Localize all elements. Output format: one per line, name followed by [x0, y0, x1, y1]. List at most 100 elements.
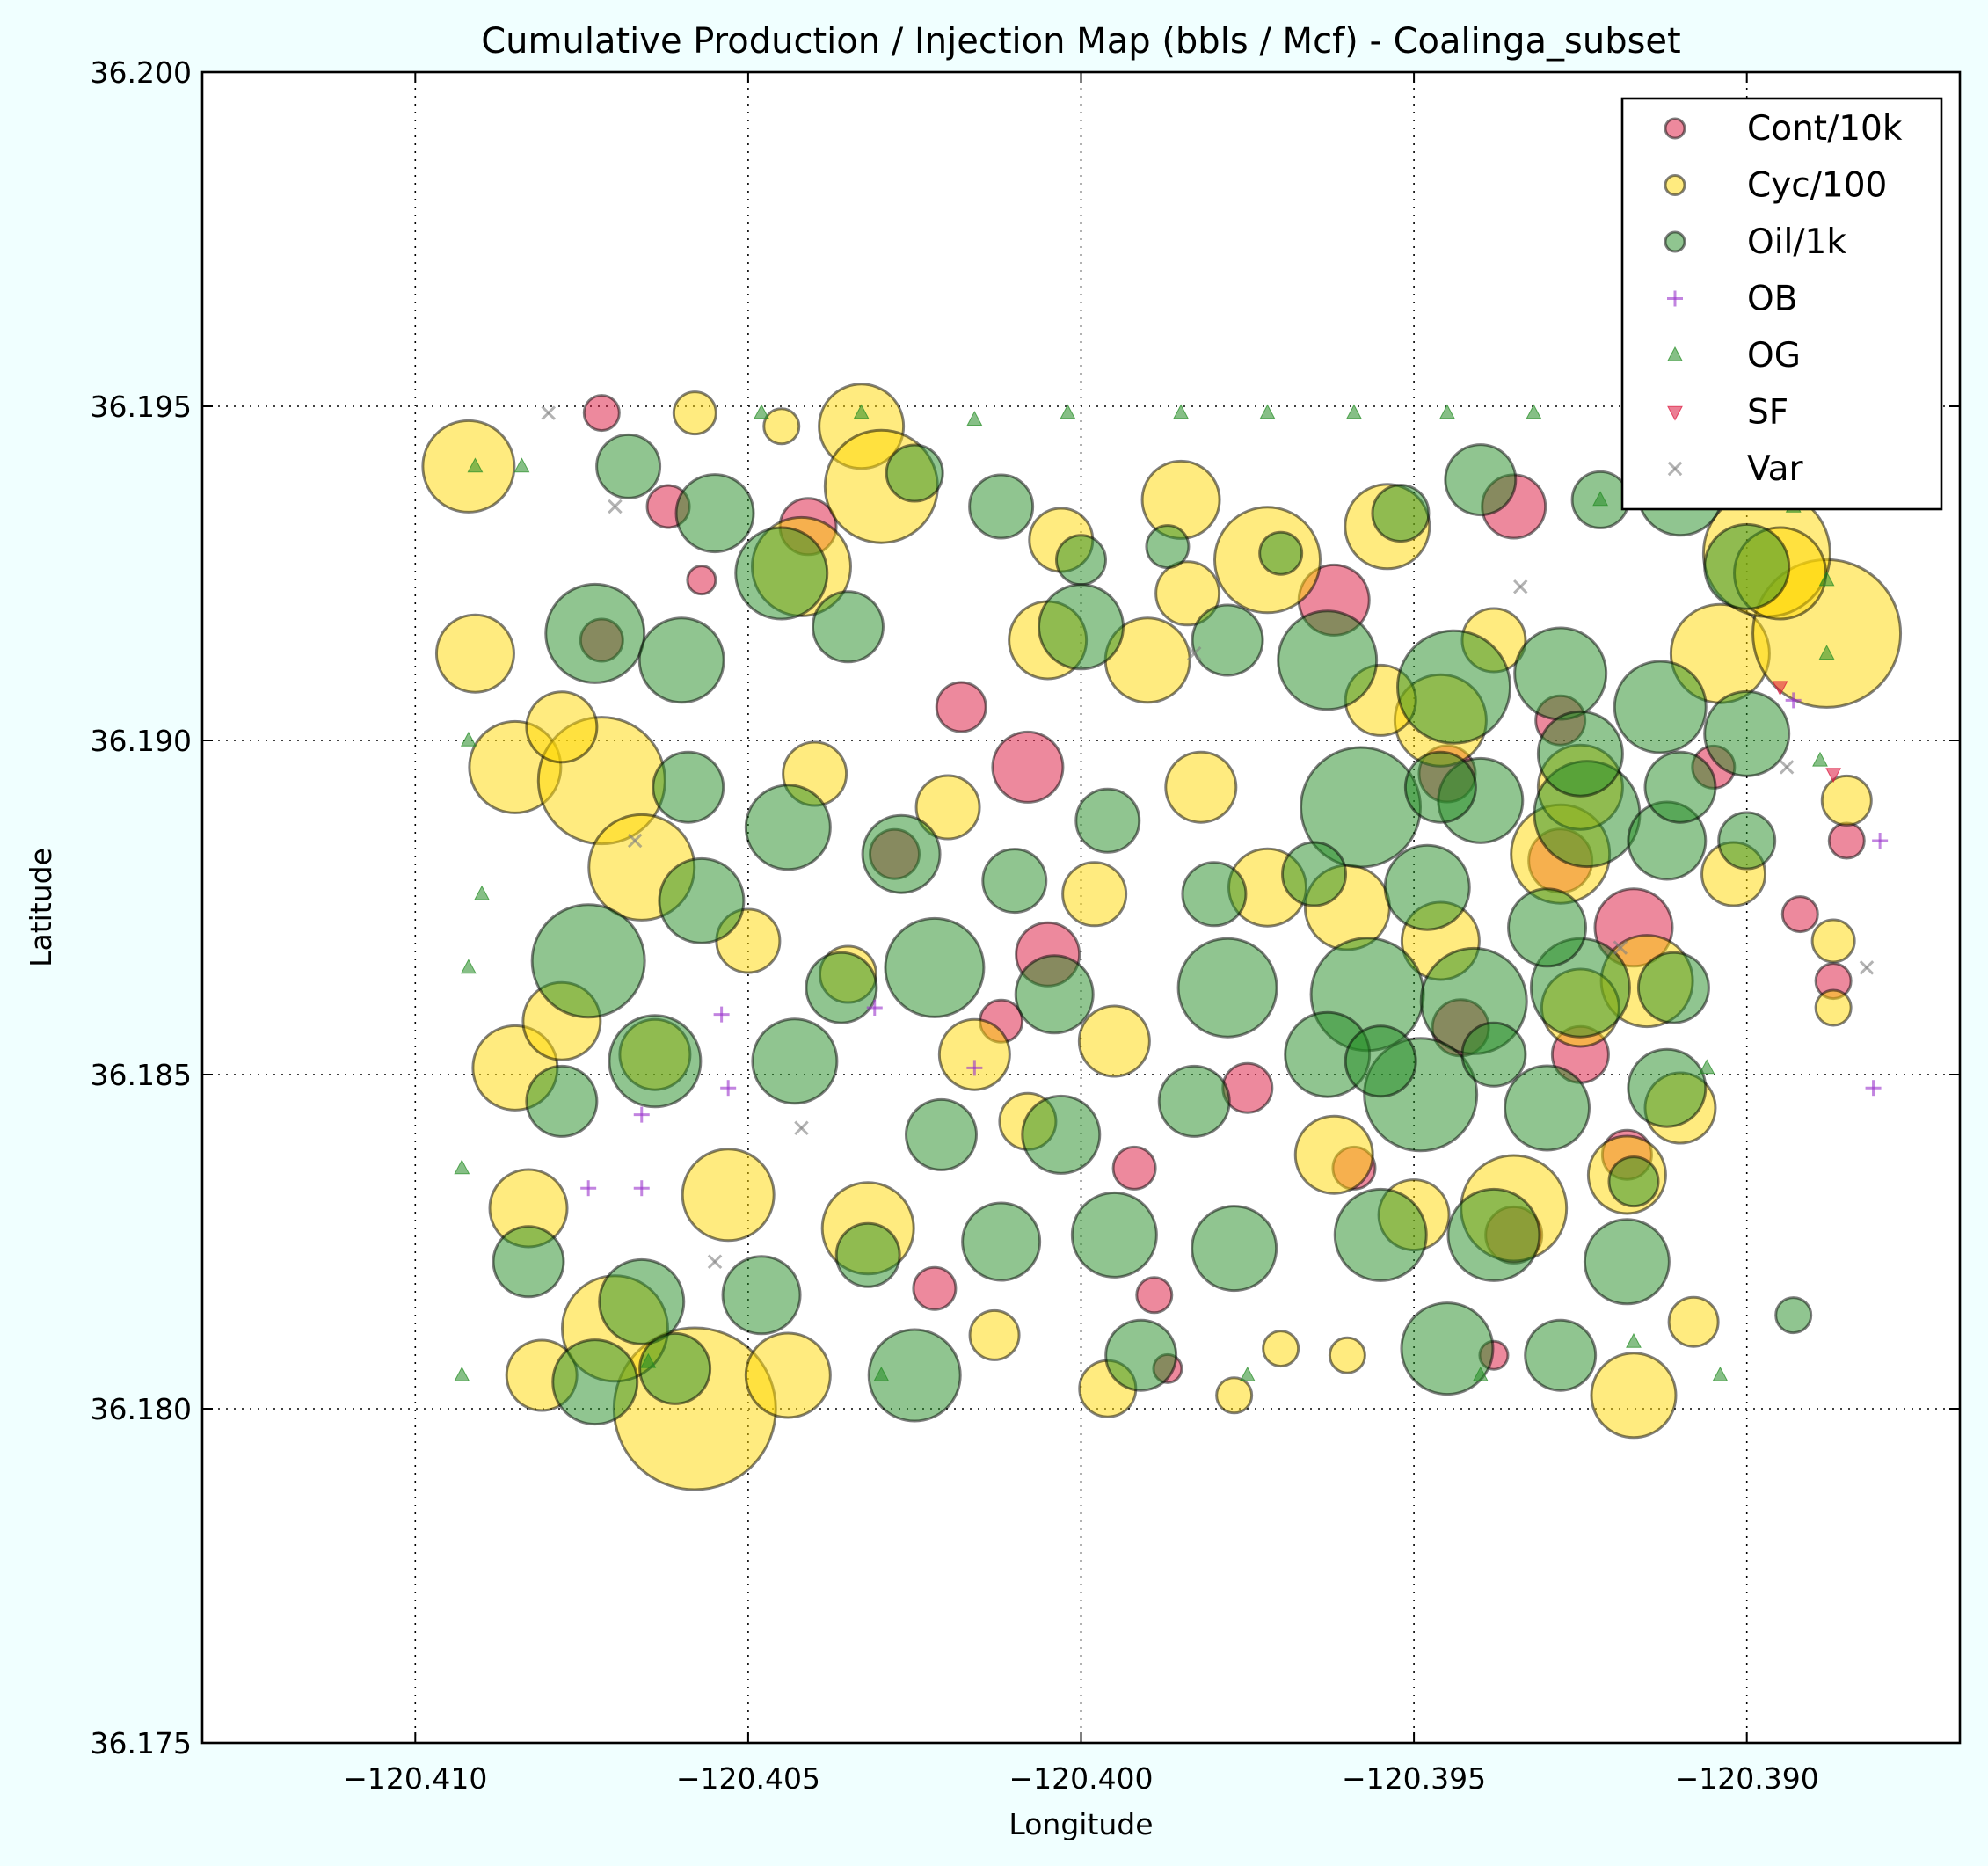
point-var [1186, 645, 1202, 661]
point-var [627, 833, 643, 849]
legend-marker-og [1667, 346, 1683, 361]
point-oil-1k [608, 1014, 703, 1109]
point-var-stroke [794, 1120, 809, 1136]
point-oil-1k [1636, 951, 1710, 1024]
legend-label-cont-10k: Cont/10k [1747, 109, 1903, 149]
point-oil-1k [1396, 629, 1512, 745]
point-og [1346, 404, 1362, 419]
point-oil-1k [1607, 1155, 1660, 1208]
y-tick-label: 36.200 [91, 55, 192, 90]
point-oil-1k [885, 443, 944, 503]
point-oil-1k [1536, 710, 1624, 798]
point-og [1259, 404, 1276, 419]
point-og [454, 1366, 470, 1381]
point-oil-1k [1070, 1191, 1158, 1279]
point-oil-1k [884, 916, 986, 1018]
point-oil-1k [1400, 1301, 1495, 1396]
point-og [513, 457, 530, 473]
legend-marker-cont-10k [1664, 117, 1686, 140]
series-og [454, 404, 1835, 1381]
point-oil-1k [744, 784, 832, 871]
x-tick-label: −120.390 [1675, 1761, 1819, 1796]
y-axis-label: Latitude [24, 848, 58, 967]
point-og [1472, 1366, 1489, 1381]
point-cyc-100 [744, 1331, 832, 1419]
legend-label-sf: SF [1747, 393, 1788, 433]
point-oil-1k [1774, 1296, 1813, 1335]
point-cyc-100 [1140, 459, 1221, 540]
point-og [474, 885, 490, 900]
point-og [754, 404, 769, 419]
point-cyc-100 [1328, 1336, 1366, 1374]
point-ob [1865, 1080, 1882, 1097]
point-var [1613, 940, 1628, 955]
legend-entry-oil-1k: Oil/1k [1664, 222, 1846, 262]
point-oil-1k [968, 473, 1035, 540]
point-og [1439, 404, 1455, 419]
series-ob [580, 692, 1889, 1197]
point-oil-1k [544, 582, 646, 684]
point-og [1626, 1332, 1642, 1348]
point-oil-1k [1055, 534, 1107, 587]
data-marks [421, 383, 1903, 1491]
point-ob [866, 1000, 883, 1016]
point-cont-10k [991, 730, 1065, 804]
point-oil-1k [867, 1328, 962, 1423]
point-oil-1k [1281, 841, 1348, 907]
point-cyc-100 [1164, 750, 1238, 824]
point-oil-1k [1583, 1218, 1671, 1306]
point-oil-1k [1104, 1318, 1178, 1392]
point-sf [1772, 681, 1788, 696]
x-tick-label: −120.400 [1009, 1761, 1153, 1796]
y-tick-label: 36.190 [91, 724, 192, 758]
y-tick-label: 36.185 [91, 1058, 192, 1092]
point-cyc-100 [1077, 1004, 1151, 1078]
legend-marker-var-stroke [1667, 461, 1683, 477]
point-ob [720, 1080, 737, 1097]
y-tick-label: 36.195 [91, 390, 192, 424]
point-cyc-100 [1820, 774, 1873, 827]
point-var [794, 1120, 809, 1136]
point-cont-10k [1135, 1276, 1174, 1315]
point-og [454, 1159, 470, 1175]
point-cont-10k [912, 1265, 958, 1311]
point-oil-1k [598, 1257, 686, 1345]
point-cyc-100 [914, 774, 981, 841]
point-cyc-100 [1590, 1352, 1678, 1440]
point-oil-1k [721, 1255, 802, 1336]
point-cont-10k [1780, 895, 1819, 934]
point-oil-1k [674, 473, 755, 554]
y-tick-label: 36.175 [91, 1726, 192, 1760]
point-var-stroke [1186, 645, 1202, 661]
point-og [1592, 491, 1609, 507]
point-oil-1k [1191, 603, 1264, 677]
legend-entry-cont-10k: Cont/10k [1664, 109, 1903, 149]
point-var-stroke [541, 405, 557, 420]
legend-marker-oil-1k [1664, 230, 1686, 253]
point-var-stroke [1859, 960, 1875, 975]
point-oil-1k [1703, 522, 1791, 610]
point-cyc-100 [968, 1308, 1021, 1361]
point-sf [1825, 768, 1842, 784]
point-cont-10k [935, 681, 987, 733]
point-og [467, 457, 484, 473]
point-oil-1k [638, 1331, 712, 1405]
legend-marker-sf [1667, 405, 1683, 421]
axis-ticks: −120.410 −120.405 −120.400 −120.395 −120.390… [91, 55, 1960, 1796]
point-oil-1k [811, 590, 885, 664]
legend-marker-cyc-100 [1664, 174, 1686, 196]
point-og [873, 1366, 890, 1381]
point-oil-1k [861, 813, 942, 894]
point-oil-1k [1157, 1064, 1231, 1138]
point-cont-10k [582, 394, 621, 433]
point-oil-1k [492, 1225, 565, 1299]
series-cyc-100 [421, 383, 1903, 1491]
point-var [707, 1254, 723, 1270]
legend-marker-ob [1667, 290, 1683, 307]
point-oil-1k [1191, 1205, 1278, 1293]
point-var-stroke [707, 1254, 723, 1270]
point-ob [580, 1180, 597, 1197]
point-oil-1k [1014, 954, 1095, 1035]
legend: Cont/10k Cyc/100 Oil/1k OB OG SF Var [1620, 97, 1943, 511]
point-cont-10k [1827, 821, 1866, 860]
